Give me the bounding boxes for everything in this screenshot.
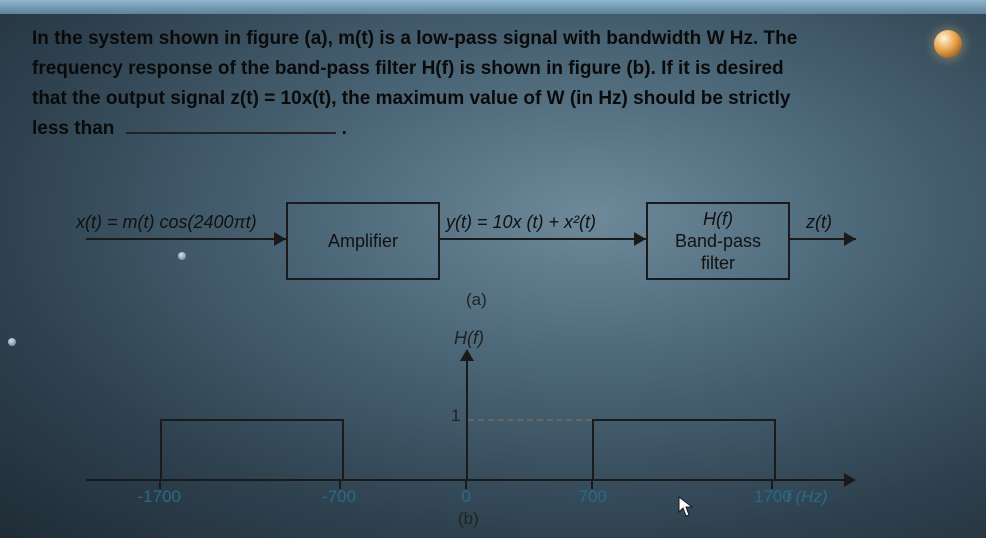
signal-z-label: z(t) [806,212,832,233]
x-axis-unit-label: f (Hz) [786,487,828,507]
amplifier-block: Amplifier [286,202,440,280]
arrow-icon [634,232,646,246]
question-line-2: frequency response of the band-pass filt… [32,58,784,79]
amplitude-dash [468,419,592,421]
x-tick-label: -1700 [138,487,181,507]
question-line-4-suffix: . [342,118,347,139]
question-line-4-prefix: less than [32,118,114,139]
filter-rect-negative [160,419,344,481]
wire-seg-2 [438,238,646,240]
question-text: In the system shown in figure (a), m(t) … [32,24,912,144]
mouse-cursor-icon [678,496,694,518]
figure-b: H(f) 1 -1700-70007001700 f (Hz) (b) [86,324,906,529]
window-titlebar-strip [0,0,986,14]
bandpass-line2: Band-pass [675,231,761,251]
page-root: In the system shown in figure (a), m(t) … [0,0,986,538]
bandpass-line3: filter [701,253,735,273]
question-line-1: In the system shown in figure (a), m(t) … [32,28,797,49]
figure-a-caption: (a) [466,290,487,310]
bandpass-block: H(f) Band-pass filter [646,202,790,280]
figure-a: x(t) = m(t) cos(2400πt) Amplifier y(t) =… [86,194,906,304]
signal-y-label: y(t) = 10x (t) + x²(t) [446,212,596,233]
arrow-up-icon [460,349,474,361]
x-tick-label: 0 [462,487,471,507]
content-sheet: In the system shown in figure (a), m(t) … [16,14,958,528]
arrow-right-icon [844,473,856,487]
x-tick-label: -700 [322,487,356,507]
dust-speck [8,338,16,346]
filter-rect-positive [592,419,776,481]
signal-x-label: x(t) = m(t) cos(2400πt) [76,212,257,233]
bandpass-hf-label: H(f) [703,209,733,229]
figure-b-caption: (b) [458,509,479,529]
amplifier-label: Amplifier [328,230,398,252]
question-line-3: that the output signal z(t) = 10x(t), th… [32,88,790,109]
wire-seg-1 [86,238,286,240]
arrow-icon [274,232,286,246]
amplitude-1-label: 1 [451,406,460,426]
answer-blank[interactable] [126,118,336,134]
x-tick-label: 700 [579,487,607,507]
arrow-icon [844,232,856,246]
hf-axis-label: H(f) [454,328,484,349]
